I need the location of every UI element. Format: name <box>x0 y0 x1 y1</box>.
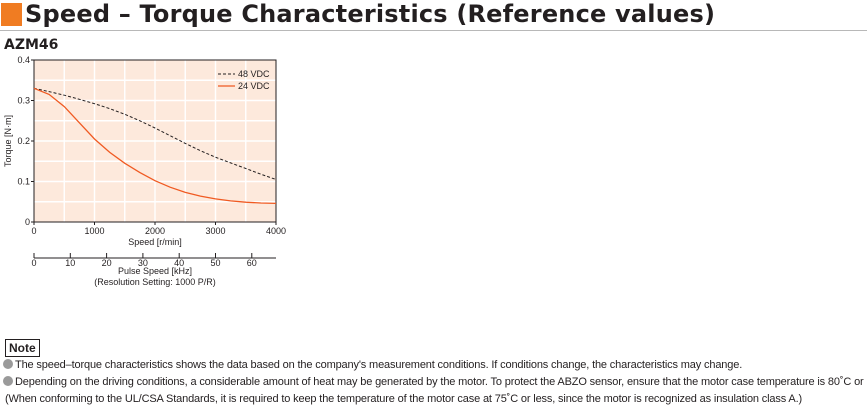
series-line-24-vdc <box>33 87 277 205</box>
series-line-48-vdc <box>33 87 277 180</box>
page-title: Speed – Torque Characteristics (Referenc… <box>25 0 716 28</box>
y-axis-ticks: 0 0.1 0.2 0.3 0.4 <box>17 55 34 227</box>
x-tick-label: 3000 <box>205 226 225 236</box>
pulse-tick-label: 20 <box>102 258 112 268</box>
y-tick-label: 0.2 <box>17 136 30 146</box>
legend-label-24vdc: 24 VDC <box>238 81 270 91</box>
x-axis-label: Speed [r/min] <box>128 237 182 247</box>
x-tick-label: 4000 <box>266 226 286 236</box>
x-axis-ticks: 0 1000 2000 3000 4000 <box>31 222 286 236</box>
note-line-1: The speed–torque characteristics shows t… <box>3 358 742 372</box>
legend-label-48vdc: 48 VDC <box>238 69 270 79</box>
y-tick-label: 0 <box>25 217 30 227</box>
grid-lines <box>34 60 276 222</box>
title-divider <box>0 30 867 31</box>
x-tick-label: 2000 <box>145 226 165 236</box>
note-line-3: (When conforming to the UL/CSA Standards… <box>5 393 802 405</box>
speed-torque-chart: 0 0.1 0.2 0.3 0.4 0 1000 2000 3000 4000 Torque [… <box>3 55 286 287</box>
note-line-2: Depending on the driving conditions, a c… <box>3 375 867 389</box>
pulse-tick-label: 0 <box>31 258 36 268</box>
pulse-tick-label: 40 <box>174 258 184 268</box>
series-layer <box>33 87 277 205</box>
legend: 48 VDC 24 VDC <box>218 69 270 91</box>
pulse-tick-label: 10 <box>65 258 75 268</box>
y-axis-label: Torque [N·m] <box>3 115 13 167</box>
title-accent-square <box>1 3 22 26</box>
note-label: Note <box>5 339 40 357</box>
y-tick-label: 0.3 <box>17 96 30 106</box>
y-tick-label: 0.4 <box>17 55 30 65</box>
bullet-icon <box>3 359 13 369</box>
pulse-tick-label: 30 <box>138 258 148 268</box>
pulse-speed-axis-sublabel: (Resolution Setting: 1000 P/R) <box>94 277 216 287</box>
bullet-icon <box>3 376 13 386</box>
pulse-tick-label: 50 <box>210 258 220 268</box>
x-tick-label: 0 <box>31 226 36 236</box>
model-name: AZM46 <box>4 37 59 53</box>
pulse-speed-axis-label: Pulse Speed [kHz] <box>118 266 192 276</box>
pulse-tick-label: 60 <box>247 258 257 268</box>
y-tick-label: 0.1 <box>17 177 30 187</box>
pulse-speed-axis-ticks: 0 10 20 30 40 50 60 <box>31 253 257 268</box>
x-tick-label: 1000 <box>84 226 104 236</box>
